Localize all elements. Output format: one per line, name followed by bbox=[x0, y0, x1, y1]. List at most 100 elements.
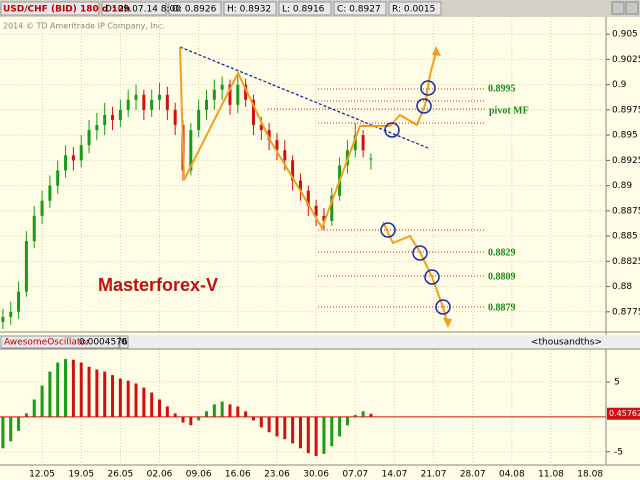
osc-bar bbox=[32, 399, 36, 417]
window-button[interactable] bbox=[625, 1, 639, 15]
osc-bar bbox=[71, 359, 75, 417]
y-tick-label: 0.8975 bbox=[612, 105, 640, 115]
y-tick-label: 0.8925 bbox=[612, 156, 640, 166]
candle-body bbox=[71, 155, 75, 161]
osc-bar bbox=[134, 383, 138, 417]
osc-bar bbox=[306, 416, 310, 454]
x-tick-label: 26.05 bbox=[107, 470, 133, 480]
osc-bar bbox=[369, 413, 373, 417]
level-label: pivot MF bbox=[489, 105, 529, 116]
field bbox=[278, 1, 332, 16]
arrow-head bbox=[443, 318, 452, 328]
x-tick-label: 12.05 bbox=[29, 470, 55, 480]
candle-body bbox=[306, 190, 310, 206]
osc-bar bbox=[283, 416, 287, 440]
candle-body bbox=[361, 135, 365, 151]
candle-body bbox=[283, 150, 287, 161]
osc-bar bbox=[181, 416, 185, 423]
y-tick-label: 0.9025 bbox=[612, 55, 640, 65]
candle-body bbox=[118, 109, 122, 120]
osc-bar bbox=[236, 406, 240, 417]
window-button[interactable] bbox=[611, 1, 625, 15]
y-tick-label: 0.905 bbox=[612, 30, 638, 40]
marker-circle bbox=[384, 122, 400, 138]
arrow-head bbox=[432, 46, 441, 56]
osc-bar bbox=[314, 416, 318, 456]
osc-bar bbox=[142, 387, 146, 417]
osc-bar bbox=[267, 416, 271, 433]
osc-bar bbox=[338, 416, 342, 437]
osc-bar bbox=[40, 385, 44, 417]
candle-body bbox=[197, 109, 201, 131]
x-tick-label: 04.08 bbox=[499, 470, 525, 480]
marker-circle bbox=[435, 299, 451, 315]
marker-circle bbox=[420, 80, 436, 96]
candle-body bbox=[369, 158, 373, 160]
candle-body bbox=[330, 195, 334, 221]
high: H: 0.8932 bbox=[227, 5, 271, 15]
field bbox=[0, 335, 120, 349]
osc-param: 0 bbox=[121, 338, 127, 348]
osc-bar bbox=[259, 416, 263, 428]
candle-body bbox=[204, 99, 208, 110]
osc-bar bbox=[24, 413, 28, 417]
osc-bar bbox=[244, 411, 248, 417]
osc-bar bbox=[158, 399, 162, 417]
low: L: 0.8916 bbox=[282, 5, 325, 15]
osc-bar bbox=[17, 416, 21, 431]
osc-bar bbox=[56, 362, 60, 417]
candle-body bbox=[158, 94, 162, 100]
osc-bar bbox=[330, 416, 334, 447]
osc-bar bbox=[361, 411, 365, 417]
osc-bar bbox=[126, 380, 130, 417]
marker-circle bbox=[412, 245, 428, 261]
close: C: 0.8927 bbox=[337, 5, 381, 15]
osc-bar bbox=[111, 375, 115, 417]
brand-label: Masterforex-V bbox=[98, 275, 218, 295]
candle-body bbox=[236, 84, 240, 105]
candle-body bbox=[134, 94, 138, 100]
candle-body bbox=[150, 99, 154, 110]
candle-body bbox=[251, 99, 255, 126]
x-tick-label: 23.06 bbox=[264, 470, 290, 480]
y-tick-label: 0.89 bbox=[612, 181, 632, 191]
candle-body bbox=[126, 99, 130, 110]
osc-bar bbox=[150, 392, 154, 417]
candle-body bbox=[79, 145, 83, 161]
x-tick-label: 09.06 bbox=[186, 470, 212, 480]
field bbox=[168, 1, 222, 16]
osc-bar bbox=[322, 416, 326, 454]
field bbox=[223, 1, 277, 16]
osc-bar bbox=[275, 416, 279, 437]
osc-bar bbox=[353, 414, 357, 417]
candle-body bbox=[275, 140, 279, 151]
candle-body bbox=[298, 180, 302, 191]
value-label: 0.45762 bbox=[609, 409, 640, 418]
osc-bar bbox=[197, 416, 201, 421]
candle-body bbox=[111, 114, 115, 120]
osc-bar bbox=[64, 359, 68, 417]
x-tick-label: 19.05 bbox=[68, 470, 94, 480]
osc-bar bbox=[103, 371, 107, 417]
x-tick-label: 18.08 bbox=[577, 470, 603, 480]
osc-bar bbox=[220, 401, 224, 417]
symbol: USD/CHF (BID) 180 d 12h bbox=[3, 5, 130, 15]
field bbox=[333, 1, 387, 16]
candle-body bbox=[32, 215, 36, 242]
candle-body bbox=[56, 170, 60, 186]
field bbox=[0, 1, 100, 16]
osc-bar bbox=[251, 416, 255, 421]
candle-body bbox=[259, 125, 263, 131]
level-label: 0.8809 bbox=[488, 271, 516, 282]
osc-bar bbox=[48, 371, 52, 417]
osc-bar bbox=[87, 366, 91, 417]
candle-body bbox=[220, 84, 224, 90]
level-label: 0.8995 bbox=[488, 83, 516, 94]
osc-bar bbox=[165, 406, 169, 417]
osc-bar bbox=[118, 378, 122, 417]
copyright: 2014 © TD Ameritrade IP Company, Inc. bbox=[3, 22, 165, 31]
range: R: 0.0015 bbox=[392, 5, 435, 15]
candle-body bbox=[40, 200, 44, 216]
